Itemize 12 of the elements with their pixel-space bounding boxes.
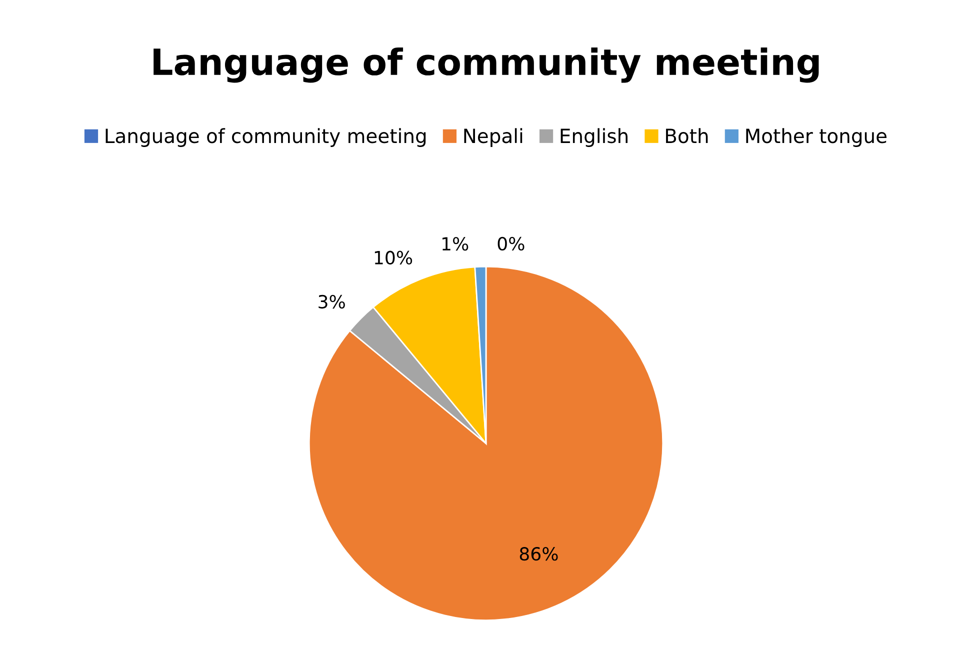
pie-slice — [308, 266, 664, 621]
text: 0% — [498, 236, 524, 251]
data-label: 86% — [520, 547, 558, 561]
chart-title: Language of community meeting — [154, 47, 819, 83]
legend-label: Nepali — [464, 128, 522, 147]
legend-label: English — [560, 128, 628, 147]
legend-label: Both — [666, 128, 708, 144]
data-label: 3% — [318, 294, 345, 309]
legend-label: Mother tongue — [746, 128, 887, 147]
data-label: 10% — [374, 250, 412, 264]
data-label: 1% — [442, 236, 468, 251]
legend-label: Language of community meeting — [106, 128, 426, 147]
